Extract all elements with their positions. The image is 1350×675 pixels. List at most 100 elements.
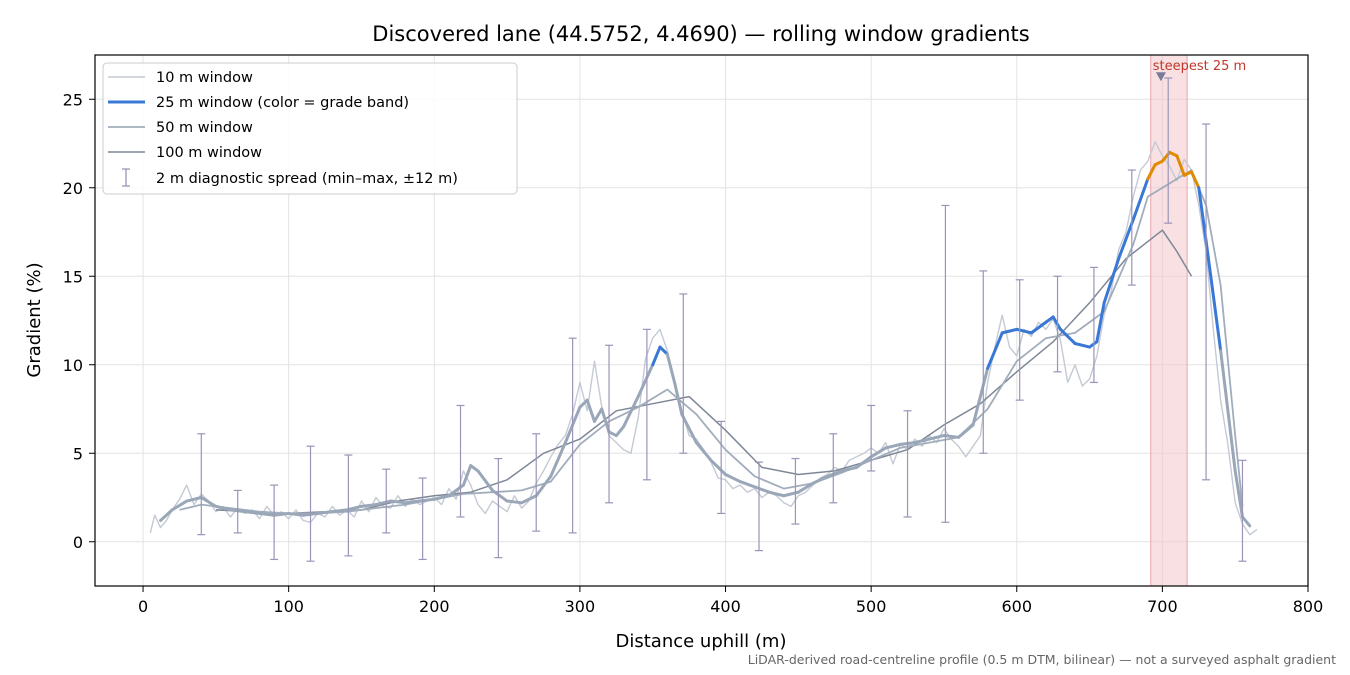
legend-label-errorbar: 2 m diagnostic spread (min–max, ±12 m) <box>156 171 458 187</box>
series-segment-w25 <box>243 510 262 515</box>
series-segment-w25 <box>1073 342 1092 349</box>
series-segment-w25 <box>658 345 669 356</box>
y-tick-label: 10 <box>63 356 83 375</box>
series-segment-w25 <box>600 407 611 434</box>
series-segment-w25 <box>927 434 946 441</box>
series-segment-w25 <box>738 480 757 489</box>
series-segment-w25 <box>680 412 698 445</box>
errorbar <box>605 344 614 504</box>
x-tick-label: 400 <box>710 597 741 616</box>
series-segment-w25 <box>1240 515 1252 528</box>
series-segment-w25 <box>330 508 349 514</box>
series-segment-w25 <box>592 407 604 423</box>
errorbar <box>568 337 577 534</box>
series-segment-w25 <box>724 472 742 484</box>
errorbar <box>233 489 242 534</box>
errorbar <box>494 457 503 559</box>
series-segment-w25 <box>942 434 961 439</box>
series-segment-w25 <box>272 511 291 517</box>
errorbar <box>197 433 206 536</box>
errorbars <box>197 77 1247 562</box>
series-segment-w25 <box>403 499 422 505</box>
series-segment-w25 <box>1102 257 1121 305</box>
series-segment-w25 <box>159 508 174 523</box>
series-segment-w25 <box>614 425 626 438</box>
series-segment-w25 <box>884 442 902 450</box>
series-segment-w25 <box>651 345 662 367</box>
series-segment-w25 <box>1117 218 1135 261</box>
errorbar <box>679 293 688 454</box>
series-segment-w25 <box>665 352 677 384</box>
series-segment-w25 <box>636 363 655 399</box>
series-segment-w25 <box>1029 320 1048 335</box>
series-segment-w25 <box>840 465 859 473</box>
x-tick-label: 700 <box>1147 597 1178 616</box>
errorbar <box>941 204 950 523</box>
steepest-band-rect <box>1150 54 1188 587</box>
series-segment-w25 <box>1219 349 1237 473</box>
series-segment-w25 <box>461 464 473 487</box>
series-segment-w25 <box>345 504 363 512</box>
errorbar <box>642 328 651 481</box>
y-tick-label: 15 <box>63 267 83 286</box>
x-tick-label: 300 <box>565 597 596 616</box>
series-segment-w25 <box>469 464 480 473</box>
steepest-label: steepest 25 m <box>1153 59 1246 74</box>
legend-swatch-errorbar <box>122 168 130 187</box>
errorbar <box>1164 77 1173 224</box>
errorbar <box>903 410 912 518</box>
series-line-w50 <box>179 169 1244 515</box>
series-segment-w25 <box>1058 327 1077 346</box>
series-segment-w25 <box>185 496 203 503</box>
errorbar <box>418 477 427 561</box>
legend-label-w25: 25 m window (color = grade band) <box>156 95 409 111</box>
series-segment-w25 <box>214 504 232 512</box>
x-tick-label: 500 <box>856 597 887 616</box>
series-segment-w25 <box>1000 327 1019 335</box>
annotation: steepest 25 m <box>1153 59 1246 82</box>
legend-label-w100: 100 m window <box>156 145 262 161</box>
x-tick-label: 600 <box>1001 597 1032 616</box>
x-tick-label: 0 <box>138 597 148 616</box>
x-tick-label: 200 <box>419 597 450 616</box>
series-segment-w25 <box>418 497 436 503</box>
series-segment-w25 <box>811 474 829 485</box>
x-axis-title: Distance uphill (m) <box>616 631 787 652</box>
errorbar <box>1202 123 1211 481</box>
series-segment-w25 <box>359 503 378 508</box>
errorbar <box>1015 279 1024 401</box>
series-segment-w25 <box>520 494 538 505</box>
y-tick-label: 0 <box>73 533 83 552</box>
series-segment-w25 <box>199 496 218 508</box>
series-segment-w25 <box>1197 186 1208 243</box>
series-segment-w25 <box>476 469 495 492</box>
y-tick-label: 5 <box>73 444 83 463</box>
x-tick-label: 800 <box>1293 597 1324 616</box>
errorbar <box>1238 459 1247 562</box>
errorbar <box>532 433 541 532</box>
series-segment-w25 <box>534 474 553 498</box>
series-segment-w25 <box>170 499 189 512</box>
errorbar <box>867 404 876 472</box>
errorbar <box>1127 169 1136 286</box>
y-axis-title: Gradient (%) <box>24 262 45 377</box>
series-segment-w25 <box>1131 177 1150 222</box>
series-segment-w25 <box>694 441 713 462</box>
errorbar <box>344 454 353 557</box>
y-tick-label: 25 <box>63 90 83 109</box>
errorbar <box>755 461 764 552</box>
legend-box <box>102 62 518 195</box>
steepest-marker <box>1155 72 1166 82</box>
series-segment-w25 <box>1175 154 1186 177</box>
axis-ticks: 0 100 200 300 400 500 600 700 800 0 5 10 15 20 25 <box>63 90 1324 616</box>
series-segment-w25 <box>432 494 451 501</box>
series-segment-w25 <box>673 380 684 416</box>
errorbar <box>1053 275 1062 373</box>
series-segment-w25 <box>709 458 728 476</box>
legend-label-w50: 50 m window <box>156 120 253 136</box>
series-segment-w25 <box>855 455 873 469</box>
series-segment-w25 <box>622 395 640 429</box>
series-segment-w25 <box>1095 301 1106 344</box>
series-segment-w25 <box>971 366 990 427</box>
